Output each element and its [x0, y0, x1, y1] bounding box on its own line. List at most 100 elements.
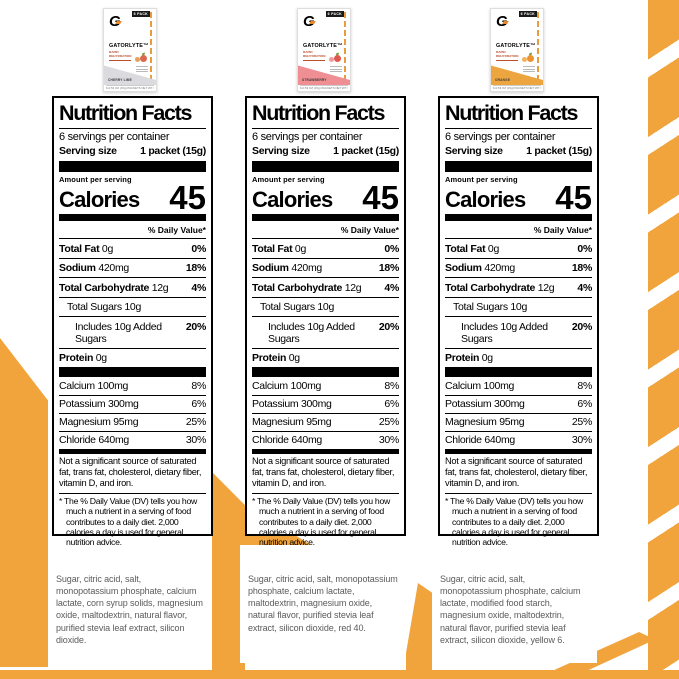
dv-value: 18%	[378, 262, 399, 275]
packet-dashed-stripe	[344, 12, 346, 81]
packet-dashed-stripe	[150, 12, 152, 81]
nutrient-row-total-fat: Total Fat 0g 0%	[59, 239, 206, 259]
nutrient-row-added-sugars: Includes 10g Added Sugars 20%	[252, 317, 399, 349]
gatorlyte-packet: 6 PACK G GATORLYTE™ RAPID REHYDRATION CH…	[103, 8, 157, 92]
nutrient-row-total-sugars: Total Sugars 10g	[445, 298, 592, 318]
packet-tagline: RAPID REHYDRATION	[496, 50, 518, 61]
dv-value: 4%	[384, 281, 399, 294]
footnote-daily-value: * The % Daily Value (DV) tells you how m…	[445, 495, 583, 548]
divider-bar	[59, 161, 206, 172]
nutrient-row-total-sugars: Total Sugars 10g	[59, 298, 206, 318]
pack-count-badge: 6 PACK	[131, 11, 150, 17]
divider-bar	[445, 214, 592, 222]
packet-flavor-label: ORANGE	[495, 78, 511, 82]
footnote-daily-value: * The % Daily Value (DV) tells you how m…	[252, 495, 390, 548]
ingredients-card: Sugar, citric acid, salt, monopotassium …	[48, 545, 212, 663]
servings-per-container: 6 servings per container	[59, 131, 170, 143]
calories-value: 45	[362, 179, 399, 216]
packet-flavor-label: STRAWBERRY	[302, 78, 327, 82]
divider-bar	[445, 161, 592, 172]
nutrition-facts-title: Nutrition Facts	[252, 100, 399, 129]
daily-value-header: % Daily Value*	[252, 221, 399, 240]
nutrition-facts-title: Nutrition Facts	[59, 100, 206, 129]
serving-size-label: Serving size	[59, 145, 117, 157]
ingredients-card: Sugar, citric acid, salt, monopotassium …	[240, 545, 406, 663]
bottom-orange-band	[0, 670, 679, 679]
serving-size-label: Serving size	[252, 145, 310, 157]
dv-value: 4%	[191, 281, 206, 294]
nutrient-row-added-sugars: Includes 10g Added Sugars 20%	[59, 317, 206, 349]
gatorade-g-logo: G	[303, 13, 315, 30]
mineral-row-chloride: Chloride 640mg 30%	[252, 434, 399, 447]
serving-size-label: Serving size	[445, 145, 503, 157]
divider-bar	[59, 214, 206, 222]
divider-bar	[252, 214, 399, 222]
calories-label: Calories	[59, 187, 140, 213]
packet-dashed-stripe	[537, 12, 539, 81]
nutrient-row-sodium: Sodium 420mg 18%	[445, 259, 592, 279]
packet-tagline: RAPID REHYDRATION	[303, 50, 325, 61]
dv-value: 8%	[191, 379, 206, 392]
servings-per-container: 6 servings per container	[445, 131, 556, 143]
divider-bar	[252, 367, 399, 378]
divider-bar	[445, 448, 592, 454]
serving-size-row: Serving size 1 packet (15g)	[445, 143, 592, 161]
pack-count-badge: 6 PACK	[518, 11, 537, 17]
servings-per-container: 6 servings per container	[252, 131, 363, 143]
nutrient-row-total-fat: Total Fat 0g 0%	[445, 239, 592, 259]
fruit-illustration	[522, 52, 534, 64]
mineral-row-magnesium: Magnesium 95mg 25%	[445, 414, 592, 432]
dv-value: 8%	[384, 379, 399, 392]
dv-value: 0%	[191, 242, 206, 255]
fruit-icon	[329, 57, 334, 62]
calories-row: Calories 45	[59, 179, 206, 216]
nutrient-row-sodium: Sodium 420mg 18%	[59, 259, 206, 279]
left-orange-polygon	[0, 338, 48, 667]
calories-label: Calories	[252, 187, 333, 213]
pack-count-badge: 6 PACK	[325, 11, 344, 17]
nutrient-row-carbohydrate: Total Carbohydrate 12g 4%	[59, 278, 206, 298]
nutrient-row-protein: Protein 0g	[252, 352, 300, 365]
serving-size-row: Serving size 1 packet (15g)	[59, 143, 206, 161]
calories-value: 45	[169, 179, 206, 216]
mineral-row-chloride: Chloride 640mg 30%	[445, 434, 592, 447]
dv-value: 25%	[378, 416, 399, 429]
mineral-row-potassium: Potassium 300mg 6%	[445, 396, 592, 414]
ingredients-text: Sugar, citric acid, salt, monopotassium …	[440, 574, 581, 645]
dv-value: 25%	[185, 416, 206, 429]
nutrient-row-sodium: Sodium 420mg 18%	[252, 259, 399, 279]
dv-value: 20%	[185, 320, 206, 333]
dv-value: 6%	[191, 398, 206, 411]
nutrition-facts-panel: Nutrition Facts 6 servings per container…	[245, 96, 406, 547]
serving-size-value: 1 packet (15g)	[140, 145, 206, 157]
nutrition-facts-panel: Nutrition Facts 6 servings per container…	[52, 96, 213, 547]
mineral-row-magnesium: Magnesium 95mg 25%	[252, 414, 399, 432]
nutrient-row-total-fat: Total Fat 0g 0%	[252, 239, 399, 259]
dv-value: 18%	[571, 262, 592, 275]
nutrient-row-protein: Protein 0g	[59, 352, 107, 365]
mineral-row-chloride: Chloride 640mg 30%	[59, 434, 206, 447]
nutrient-row-carbohydrate: Total Carbohydrate 12g 4%	[252, 278, 399, 298]
fruit-icon	[334, 55, 341, 62]
daily-value-header: % Daily Value*	[59, 221, 206, 240]
dv-value: 30%	[185, 434, 206, 447]
calories-value: 45	[555, 179, 592, 216]
packet-net-weight: 6-0.53 OZ (15g) PACKETS NET WT 3.18 OZ (…	[493, 84, 541, 90]
dv-value: 25%	[571, 416, 592, 429]
gatorade-g-logo: G	[109, 13, 121, 30]
fruit-icon	[135, 57, 140, 62]
footnote-not-significant: Not a significant source of saturated fa…	[252, 454, 399, 494]
divider-bar	[445, 367, 592, 378]
footnote-not-significant: Not a significant source of saturated fa…	[445, 454, 592, 494]
footnote-daily-value: * The % Daily Value (DV) tells you how m…	[59, 495, 197, 548]
divider-bar	[252, 161, 399, 172]
footnote-not-significant: Not a significant source of saturated fa…	[59, 454, 206, 494]
serving-size-value: 1 packet (15g)	[526, 145, 592, 157]
dv-value: 18%	[185, 262, 206, 275]
packet-net-weight: 6-0.53 OZ (15g) PACKETS NET WT 3.18 OZ (…	[106, 84, 154, 90]
dv-value: 0%	[384, 242, 399, 255]
nutrient-row-protein: Protein 0g	[445, 352, 493, 365]
mineral-row-potassium: Potassium 300mg 6%	[252, 396, 399, 414]
calories-row: Calories 45	[252, 179, 399, 216]
right-diagonal-stripes	[648, 0, 679, 679]
